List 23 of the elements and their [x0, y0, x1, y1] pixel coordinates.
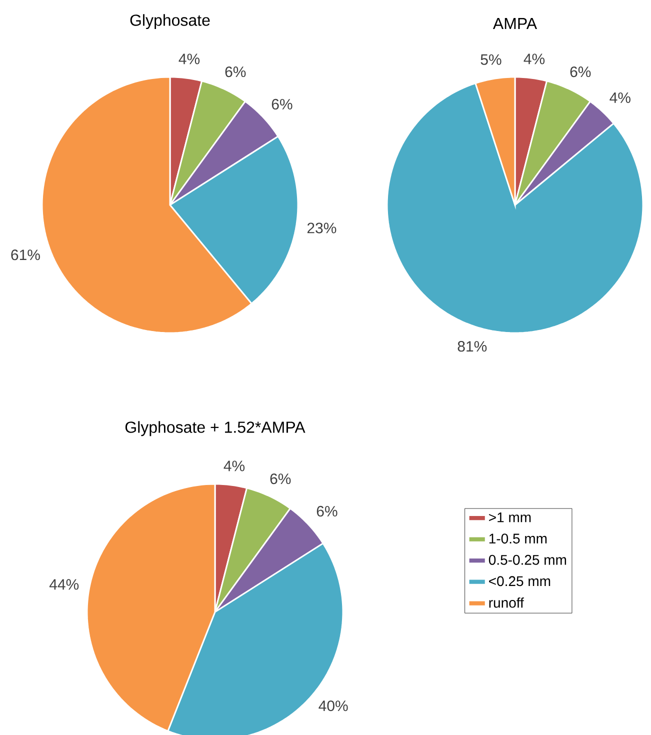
- data-label: 4%: [224, 460, 245, 472]
- legend-label: <0.25 mm: [489, 576, 550, 586]
- data-label: 6%: [272, 98, 292, 110]
- data-label: 6%: [570, 66, 591, 78]
- legend-label: runoff: [489, 597, 524, 608]
- legend-label: 0.5-0.25 mm: [488, 554, 566, 565]
- data-label: 4%: [524, 54, 545, 64]
- data-label: 81%: [458, 341, 487, 352]
- legend-label: >1 mm: [489, 512, 531, 522]
- data-label: 4%: [178, 54, 200, 64]
- chart-title: Glyphosate + 1.52*AMPA: [125, 421, 306, 436]
- data-label: 4%: [610, 92, 630, 103]
- chart-title: AMPA: [492, 18, 538, 30]
- chart-title: Glyphosate: [130, 14, 210, 30]
- data-label: 61%: [11, 250, 40, 260]
- data-label: 5%: [480, 54, 502, 65]
- data-label: 6%: [316, 506, 338, 517]
- data-label: 44%: [49, 579, 79, 590]
- data-label: 40%: [318, 700, 348, 712]
- legend-label: 1-0.5 mm: [489, 534, 547, 544]
- data-label: 23%: [307, 222, 336, 234]
- data-label: 6%: [225, 66, 246, 78]
- data-label: 6%: [270, 473, 291, 484]
